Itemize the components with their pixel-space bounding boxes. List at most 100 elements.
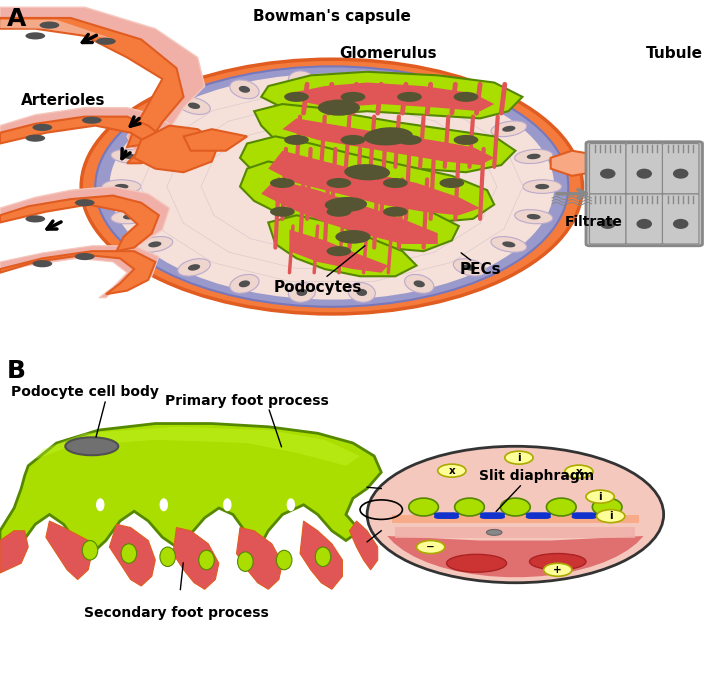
Text: i: i	[517, 453, 521, 462]
Ellipse shape	[96, 38, 116, 45]
Text: Podocyte cell body: Podocyte cell body	[11, 385, 159, 399]
Ellipse shape	[148, 126, 162, 132]
Circle shape	[488, 512, 497, 517]
FancyBboxPatch shape	[590, 144, 626, 194]
Ellipse shape	[318, 100, 360, 116]
Circle shape	[597, 510, 625, 523]
Ellipse shape	[453, 259, 486, 276]
Ellipse shape	[486, 529, 502, 536]
Ellipse shape	[397, 135, 422, 145]
Circle shape	[544, 563, 572, 576]
Polygon shape	[240, 162, 459, 251]
Ellipse shape	[137, 121, 173, 137]
Ellipse shape	[327, 246, 352, 256]
Circle shape	[572, 512, 581, 517]
Polygon shape	[349, 521, 378, 570]
Text: Podocytes: Podocytes	[273, 280, 362, 294]
Ellipse shape	[325, 197, 367, 212]
Ellipse shape	[297, 77, 307, 85]
Circle shape	[436, 512, 445, 517]
Ellipse shape	[335, 230, 371, 244]
Ellipse shape	[357, 77, 367, 85]
Circle shape	[572, 515, 581, 519]
Ellipse shape	[96, 498, 104, 511]
Circle shape	[450, 515, 460, 519]
Ellipse shape	[383, 206, 408, 217]
Ellipse shape	[501, 498, 530, 516]
Circle shape	[488, 515, 497, 519]
Circle shape	[485, 512, 494, 517]
Ellipse shape	[527, 154, 541, 159]
Ellipse shape	[32, 124, 52, 131]
Circle shape	[574, 512, 583, 517]
Ellipse shape	[25, 215, 45, 223]
Ellipse shape	[123, 214, 137, 219]
Ellipse shape	[397, 92, 422, 102]
Circle shape	[417, 540, 445, 554]
Ellipse shape	[284, 135, 309, 145]
Ellipse shape	[364, 127, 413, 146]
Circle shape	[531, 515, 540, 519]
Polygon shape	[392, 515, 639, 523]
Ellipse shape	[178, 97, 210, 114]
Ellipse shape	[327, 178, 352, 188]
Circle shape	[585, 512, 594, 517]
Ellipse shape	[160, 498, 168, 511]
Circle shape	[436, 515, 445, 519]
Polygon shape	[0, 20, 113, 39]
Circle shape	[433, 512, 443, 517]
Polygon shape	[109, 524, 155, 586]
Ellipse shape	[188, 102, 201, 109]
Circle shape	[505, 451, 533, 464]
Polygon shape	[46, 521, 92, 580]
Circle shape	[445, 515, 454, 519]
Ellipse shape	[592, 498, 622, 516]
FancyBboxPatch shape	[662, 144, 699, 194]
Ellipse shape	[463, 102, 476, 109]
Polygon shape	[237, 527, 282, 589]
Ellipse shape	[82, 116, 102, 124]
Ellipse shape	[440, 178, 465, 188]
Ellipse shape	[40, 22, 59, 28]
Ellipse shape	[340, 92, 366, 102]
Ellipse shape	[111, 150, 149, 164]
Circle shape	[445, 512, 454, 517]
Ellipse shape	[277, 550, 292, 570]
Circle shape	[493, 512, 503, 517]
Ellipse shape	[405, 274, 434, 293]
Ellipse shape	[673, 169, 688, 179]
Ellipse shape	[229, 274, 259, 293]
Ellipse shape	[288, 71, 316, 91]
Circle shape	[491, 515, 500, 519]
Ellipse shape	[348, 282, 376, 302]
Ellipse shape	[238, 552, 253, 571]
Circle shape	[582, 515, 592, 519]
Circle shape	[577, 512, 586, 517]
Ellipse shape	[102, 180, 141, 194]
Polygon shape	[173, 527, 219, 589]
Ellipse shape	[405, 80, 434, 99]
Polygon shape	[0, 531, 28, 573]
Text: −: −	[426, 542, 435, 552]
Polygon shape	[0, 116, 166, 163]
Ellipse shape	[673, 219, 688, 229]
FancyBboxPatch shape	[626, 194, 662, 244]
Circle shape	[95, 66, 568, 307]
Circle shape	[496, 512, 505, 517]
FancyBboxPatch shape	[590, 194, 626, 244]
Ellipse shape	[288, 282, 316, 302]
Text: B: B	[7, 359, 26, 383]
Ellipse shape	[637, 219, 652, 229]
Circle shape	[582, 512, 592, 517]
Ellipse shape	[178, 259, 210, 276]
Ellipse shape	[32, 260, 52, 267]
Ellipse shape	[527, 214, 541, 219]
Circle shape	[485, 515, 494, 519]
Circle shape	[537, 515, 546, 519]
Ellipse shape	[530, 554, 586, 570]
Polygon shape	[282, 118, 494, 165]
Ellipse shape	[340, 135, 366, 145]
Circle shape	[587, 512, 597, 517]
Ellipse shape	[199, 550, 215, 570]
Circle shape	[442, 512, 451, 517]
